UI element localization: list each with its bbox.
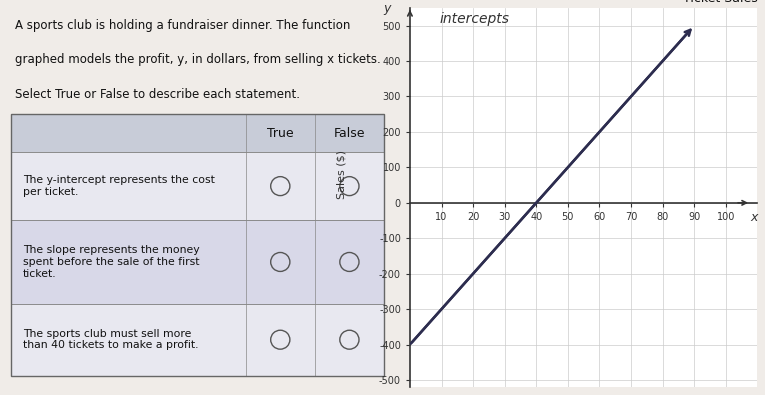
Text: intercepts: intercepts: [439, 12, 509, 26]
Text: True: True: [267, 126, 294, 139]
Text: Select True or False to describe each statement.: Select True or False to describe each st…: [15, 88, 301, 101]
Bar: [11, 152, 384, 220]
Text: y: y: [383, 2, 391, 15]
Text: The y-intercept represents the cost
per ticket.: The y-intercept represents the cost per …: [23, 175, 215, 197]
Bar: [11, 304, 384, 376]
Text: False: False: [334, 126, 365, 139]
Text: A sports club is holding a fundraiser dinner. The function: A sports club is holding a fundraiser di…: [15, 19, 350, 32]
Bar: [11, 114, 384, 152]
Text: The slope represents the money
spent before the sale of the first
ticket.: The slope represents the money spent bef…: [23, 245, 200, 278]
Text: Sales ($): Sales ($): [337, 150, 347, 199]
Text: graphed models the profit, y, in dollars, from selling x tickets.: graphed models the profit, y, in dollars…: [15, 53, 381, 66]
Bar: [11, 114, 384, 376]
Text: x: x: [750, 211, 758, 224]
Text: Ticket Sales: Ticket Sales: [682, 0, 757, 6]
Bar: [11, 220, 384, 304]
Text: The sports club must sell more
than 40 tickets to make a profit.: The sports club must sell more than 40 t…: [23, 329, 198, 350]
